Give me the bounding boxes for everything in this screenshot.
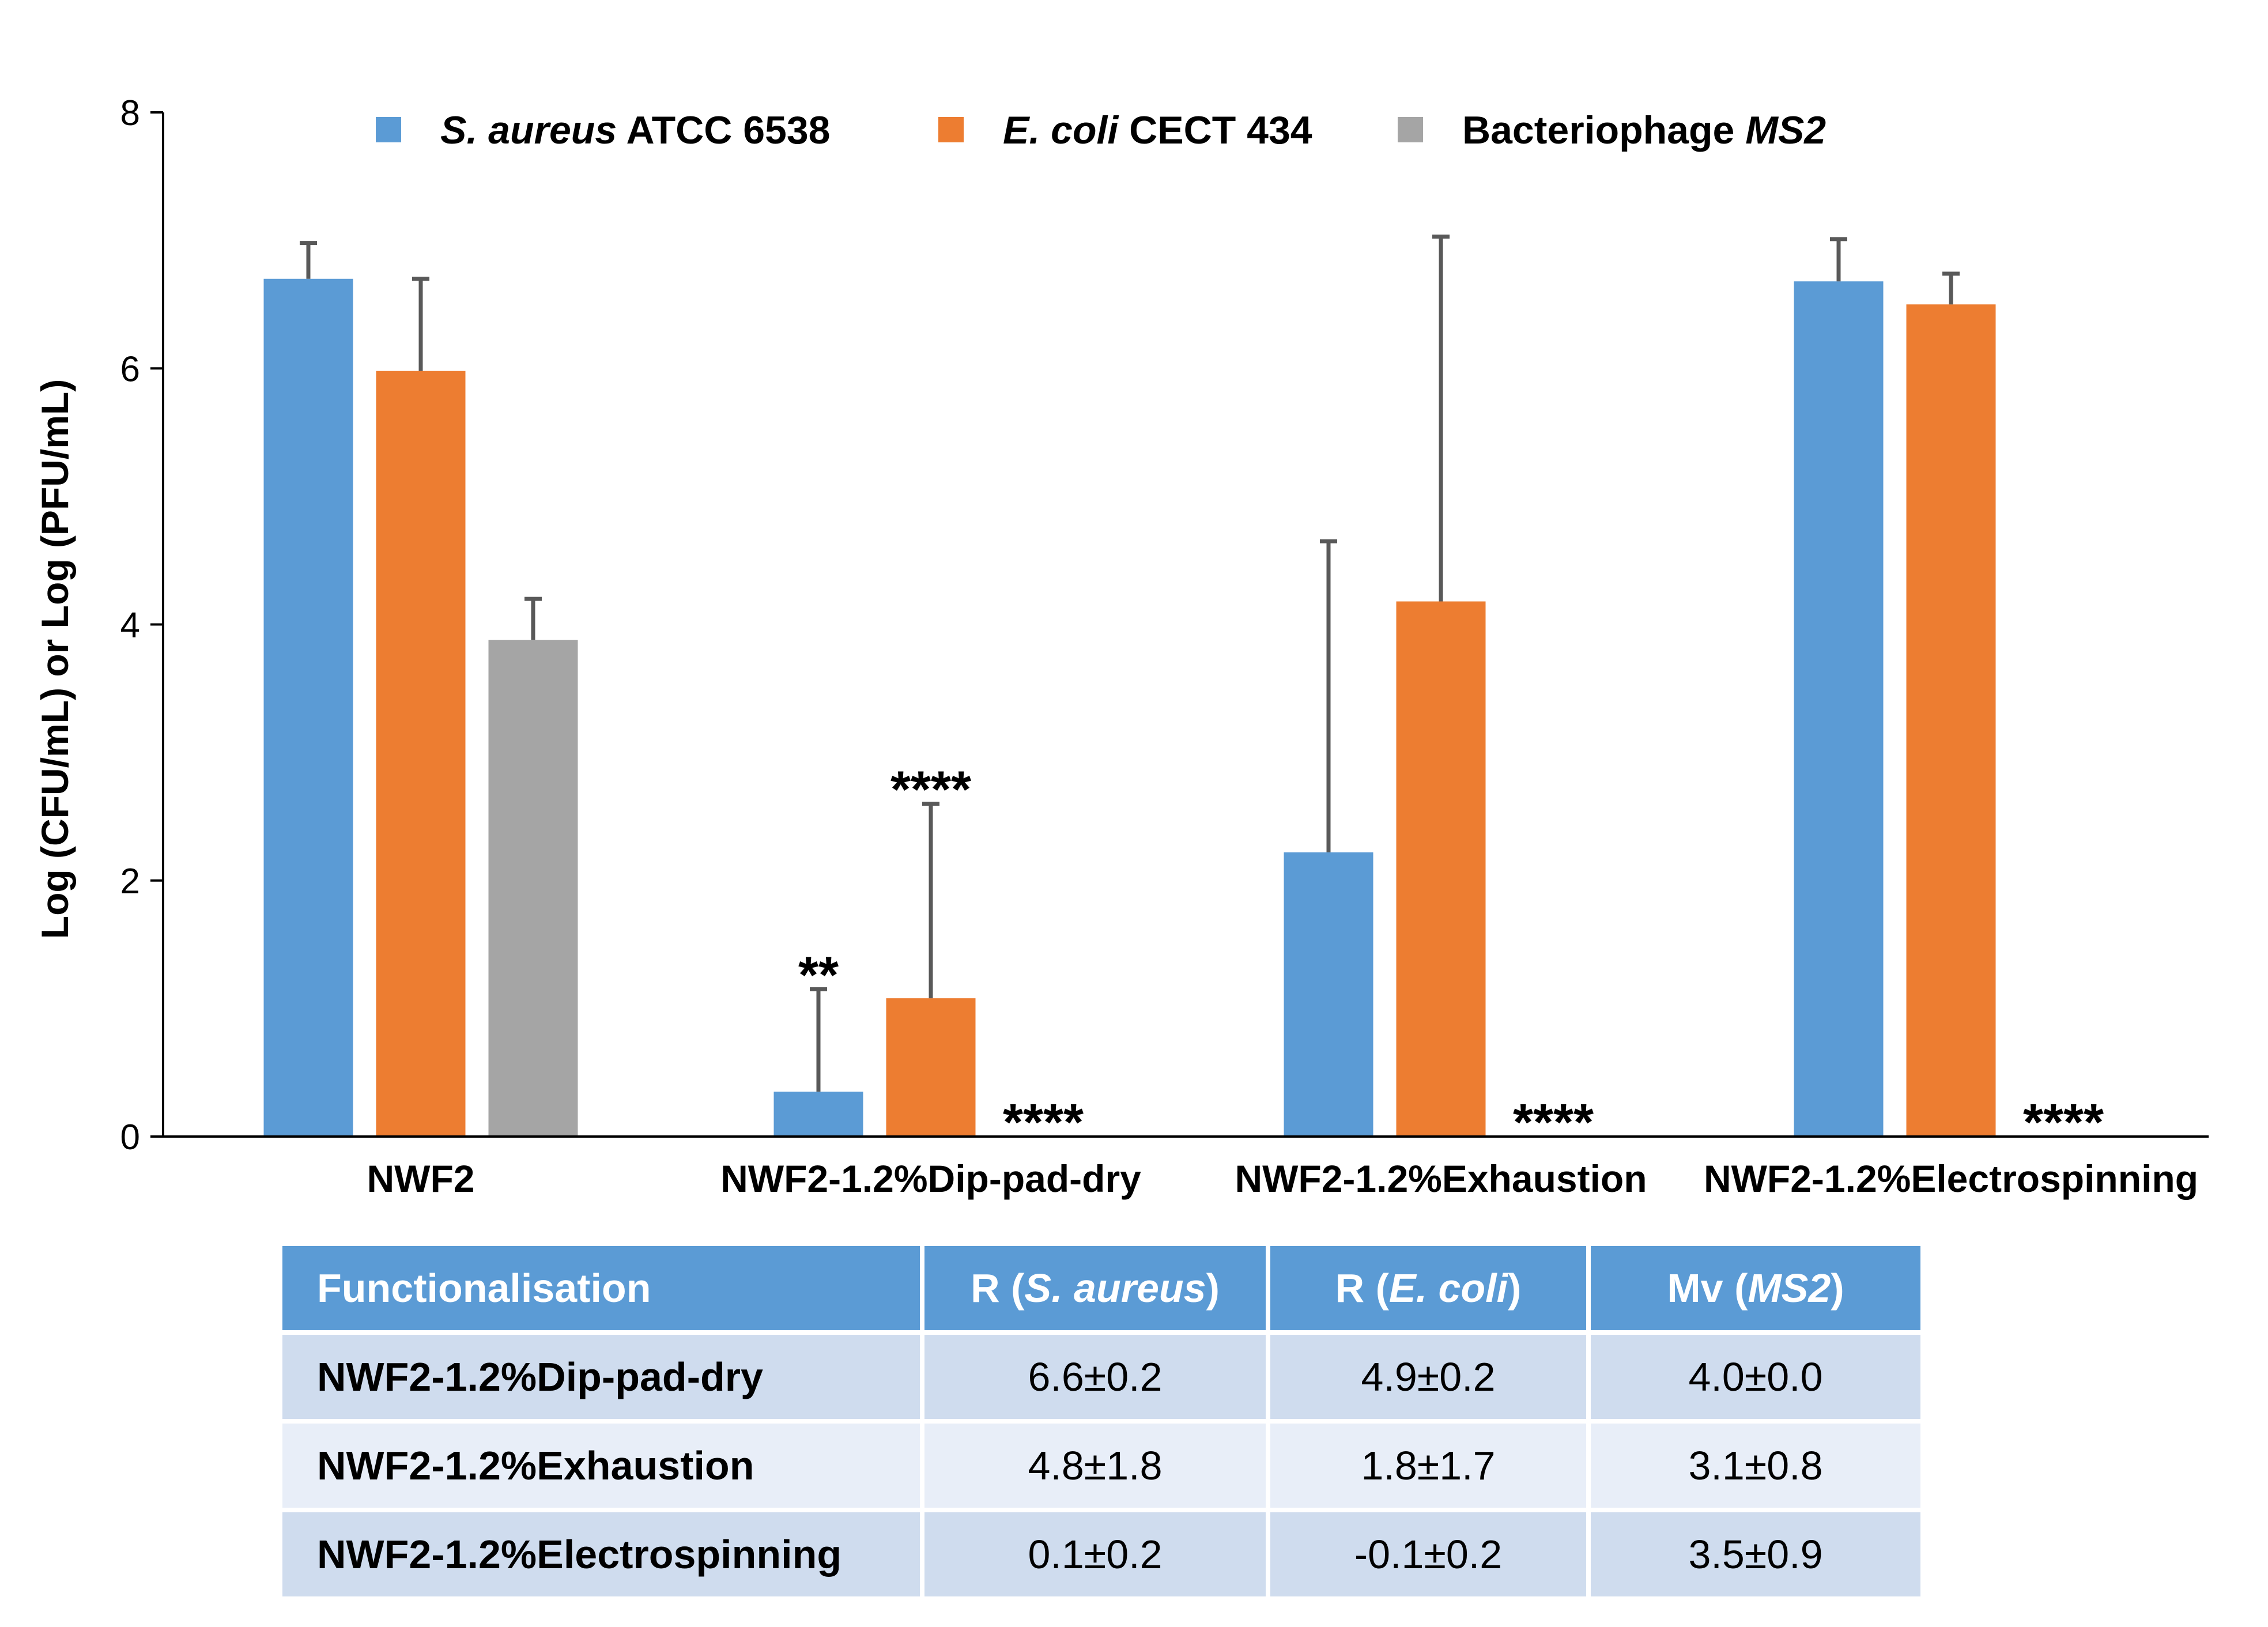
cell-r-s-aureus: 4.8±1.8 <box>924 1424 1270 1512</box>
row-label: NWF2-1.2%Exhaustion <box>282 1424 924 1512</box>
bar <box>1794 281 1884 1137</box>
y-tick-label: 2 <box>120 862 140 901</box>
cell-r-s-aureus: 0.1±0.2 <box>924 1512 1270 1601</box>
legend-swatch <box>376 117 401 142</box>
cell-r-e-coli: -0.1±0.2 <box>1270 1512 1591 1601</box>
x-tick-label: NWF2 <box>367 1157 475 1200</box>
legend-label: Bacteriophage MS2 <box>1462 108 1826 152</box>
significance-label: **** <box>1003 1094 1084 1152</box>
cell-r-e-coli: 4.9±0.2 <box>1270 1335 1591 1424</box>
x-tick-label: NWF2-1.2%Electrospinning <box>1704 1157 2198 1200</box>
cell-mv-ms2: 3.1±0.8 <box>1591 1424 1925 1512</box>
legend-label: S. aureus ATCC 6538 <box>440 108 831 152</box>
results-table: Functionalisation R (S. aureus) R (E. co… <box>282 1246 1925 1601</box>
bar <box>773 1092 863 1137</box>
x-tick-label: NWF2-1.2%Dip-pad-dry <box>720 1157 1141 1200</box>
y-tick-label: 6 <box>120 349 140 389</box>
bar <box>376 371 466 1137</box>
legend-swatch <box>938 117 964 142</box>
table-row: NWF2-1.2%Exhaustion 4.8±1.8 1.8±1.7 3.1±… <box>282 1424 1925 1512</box>
cell-mv-ms2: 3.5±0.9 <box>1591 1512 1925 1601</box>
row-label: NWF2-1.2%Electrospinning <box>282 1512 924 1601</box>
significance-label: **** <box>2023 1094 2104 1152</box>
table-header-row: Functionalisation R (S. aureus) R (E. co… <box>282 1246 1925 1335</box>
x-tick-label: NWF2-1.2%Exhaustion <box>1235 1157 1647 1200</box>
cell-r-e-coli: 1.8±1.7 <box>1270 1424 1591 1512</box>
bar <box>1906 304 1996 1137</box>
table-row: NWF2-1.2%Electrospinning 0.1±0.2 -0.1±0.… <box>282 1512 1925 1601</box>
header-functionalisation: Functionalisation <box>282 1246 924 1335</box>
legend-swatch <box>1398 117 1423 142</box>
header-r-e-coli: R (E. coli) <box>1270 1246 1591 1335</box>
legend-label: E. coli CECT 434 <box>1003 108 1312 152</box>
bar <box>886 998 976 1137</box>
y-tick-label: 0 <box>120 1118 140 1157</box>
row-label: NWF2-1.2%Dip-pad-dry <box>282 1335 924 1424</box>
significance-label: ** <box>798 947 839 1005</box>
significance-label: **** <box>1513 1094 1594 1152</box>
y-tick-label: 4 <box>120 606 140 645</box>
y-axis-label: Log (CFU/mL) or Log (PFU/mL) <box>33 379 76 939</box>
significance-label: **** <box>890 761 971 818</box>
header-r-s-aureus: R (S. aureus) <box>924 1246 1270 1335</box>
bar <box>1396 601 1486 1137</box>
bar <box>488 640 578 1137</box>
bar <box>1284 852 1373 1137</box>
bar <box>263 278 353 1137</box>
y-tick-label: 8 <box>120 93 140 133</box>
cell-r-s-aureus: 6.6±0.2 <box>924 1335 1270 1424</box>
header-mv-ms2: Mv (MS2) <box>1591 1246 1925 1335</box>
cell-mv-ms2: 4.0±0.0 <box>1591 1335 1925 1424</box>
table-row: NWF2-1.2%Dip-pad-dry 6.6±0.2 4.9±0.2 4.0… <box>282 1335 1925 1424</box>
